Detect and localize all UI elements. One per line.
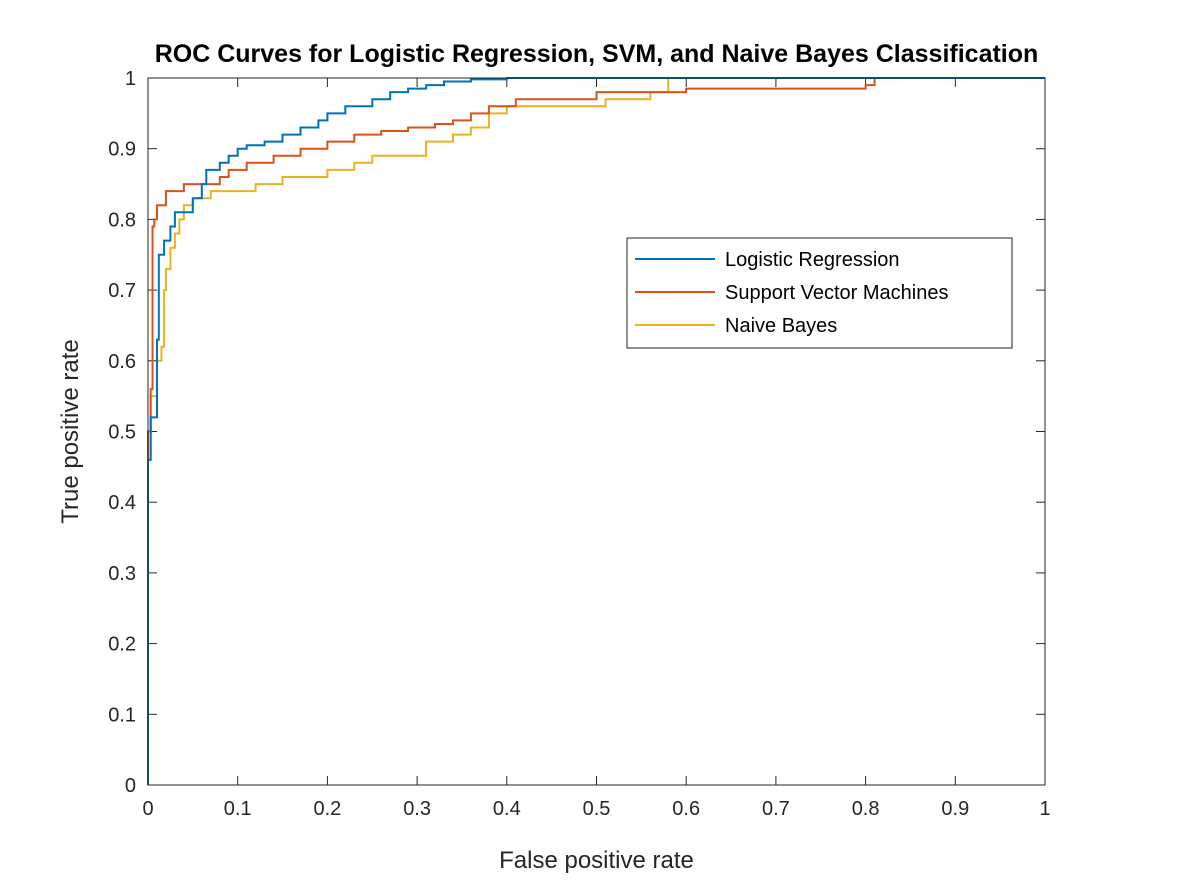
chart-title: ROC Curves for Logistic Regression, SVM,…	[155, 40, 1039, 68]
axes-box	[147, 77, 1046, 786]
x-tick-label: 0.3	[403, 798, 431, 820]
x-axis-label: False positive rate	[499, 847, 694, 874]
y-tick-label: 0.9	[108, 139, 136, 161]
legend-label-logistic-regression: Logistic Regression	[725, 249, 900, 271]
y-tick-label: 0.4	[108, 492, 136, 514]
y-tick-label: 0	[125, 775, 136, 797]
y-tick-label: 0.2	[108, 634, 136, 656]
x-tick-label: 0.9	[941, 798, 969, 820]
x-tick-label: 0.4	[493, 798, 521, 820]
x-tick-label: 0.1	[224, 798, 252, 820]
y-tick-label: 1	[125, 68, 136, 90]
y-tick-label: 0.1	[108, 704, 136, 726]
legend: Logistic Regression Support Vector Machin…	[626, 237, 1013, 349]
x-tick-label: 0	[142, 798, 153, 820]
series-line-logistic-regression	[147, 77, 1045, 785]
y-tick-label: 0.6	[108, 351, 136, 373]
axes: 0 0.1 0.2 0.3 0.4 0.5 0.6 0.7 0.8 0.9 1 0 0.1 0.2 0.3 0…	[108, 68, 1050, 820]
y-tick-label: 0.7	[108, 280, 136, 302]
plot-lines	[147, 77, 1045, 785]
x-tick-label: 0.5	[583, 798, 611, 820]
legend-label-support-vector-machines: Support Vector Machines	[725, 282, 948, 304]
series-line-support-vector-machines	[147, 77, 1045, 785]
x-tick-label: 0.8	[852, 798, 880, 820]
y-tick-label: 0.5	[108, 422, 136, 444]
x-tick-label: 0.7	[762, 798, 790, 820]
series-line-naive-bayes	[147, 77, 1045, 785]
y-axis-label: True positive rate	[57, 339, 84, 524]
x-tick-label: 1	[1039, 798, 1050, 820]
x-tick-label: 0.2	[313, 798, 341, 820]
y-tick-label: 0.3	[108, 563, 136, 585]
x-tick-label: 0.6	[672, 798, 700, 820]
y-tick-label: 0.8	[108, 209, 136, 231]
legend-label-naive-bayes: Naive Bayes	[725, 315, 837, 337]
